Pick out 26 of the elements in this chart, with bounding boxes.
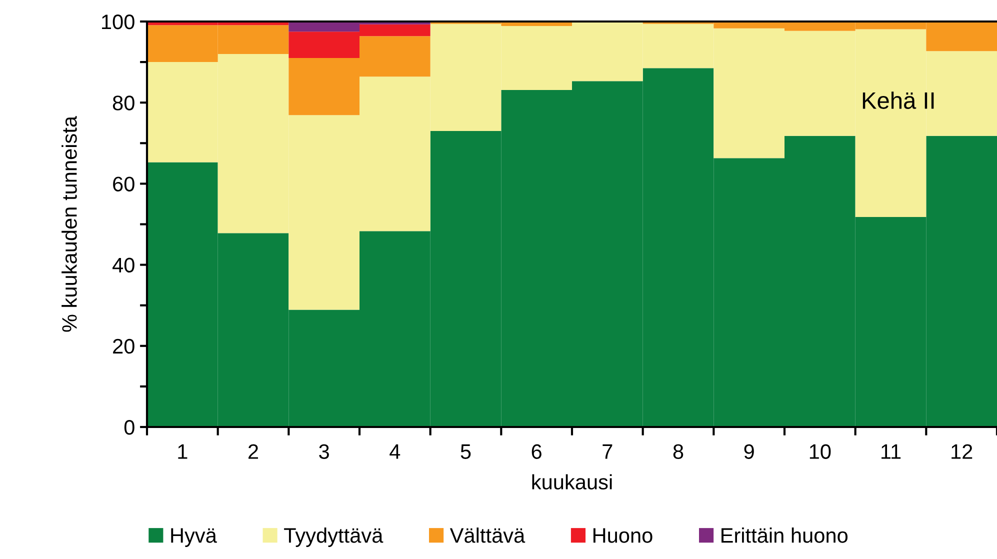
x-tick-label: 9 bbox=[744, 444, 754, 459]
y-tick-label: 60 bbox=[113, 176, 134, 192]
legend-label: Tyydyttävä bbox=[284, 528, 384, 547]
y-tick-label: 100 bbox=[102, 14, 134, 30]
x-tick-label: 3 bbox=[319, 444, 329, 459]
y-tick-label: 20 bbox=[113, 338, 134, 354]
x-tick-label: 12 bbox=[952, 444, 972, 459]
x-tick-label: 2 bbox=[248, 444, 258, 459]
x-tick-label: 1 bbox=[178, 444, 188, 459]
x-tick-label: 11 bbox=[882, 444, 901, 459]
y-tick-label: 80 bbox=[112, 96, 134, 110]
x-tick-label: 8 bbox=[673, 444, 684, 459]
x-tick-label: 6 bbox=[532, 444, 542, 459]
annotation: Kehä II bbox=[862, 92, 934, 109]
legend-label: Välttävä bbox=[450, 528, 526, 543]
x-tick-label: 10 bbox=[810, 444, 831, 459]
x-tick-label: 5 bbox=[460, 444, 471, 459]
x-tick-label: 4 bbox=[390, 444, 400, 459]
legend-label: Huono bbox=[593, 528, 652, 543]
y-tick-label: 0 bbox=[124, 420, 134, 435]
y-axis-title: % kuukauden tunneista bbox=[62, 116, 77, 332]
legend-label: Erittäin huono bbox=[722, 528, 848, 543]
legend-label: Hyvä bbox=[171, 528, 217, 547]
y-tick-label: 40 bbox=[112, 258, 134, 273]
x-tick-label: 7 bbox=[602, 444, 612, 459]
x-axis-title: kuukausi bbox=[532, 474, 612, 490]
